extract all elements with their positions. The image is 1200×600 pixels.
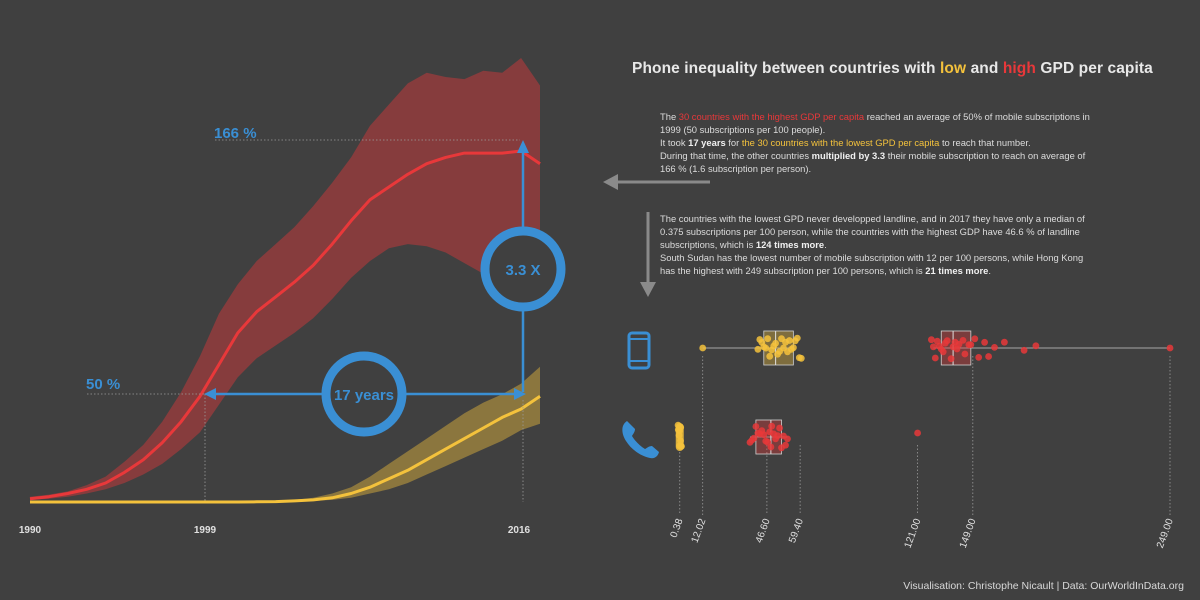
p2-bold: 21 times more xyxy=(925,265,989,276)
line-low xyxy=(30,395,541,504)
p2-bold: 124 times more xyxy=(755,239,825,250)
point-high-mobile xyxy=(928,336,935,344)
p2-text: The countries with the lowest GPD never … xyxy=(660,213,1085,250)
point-high-landline xyxy=(760,431,768,439)
point-low-mobile xyxy=(790,344,797,352)
years-arrow-left-head xyxy=(204,388,216,400)
point-low-mobile xyxy=(793,334,801,342)
point-high-mobile xyxy=(1001,338,1008,346)
point-low-mobile xyxy=(764,335,772,343)
grey-arrow-down-head xyxy=(640,282,656,297)
point-high-landline xyxy=(750,434,758,442)
point-high-mobile xyxy=(971,335,979,343)
label-50-percent: 50 % xyxy=(86,376,120,393)
title-prefix: Phone inequality between countries with xyxy=(632,60,941,77)
point-high-mobile xyxy=(985,353,992,360)
p1-text: to reach that number. xyxy=(939,137,1031,148)
point-high-mobile xyxy=(939,348,947,356)
x-tick-label-dotplot: 249.00 xyxy=(1155,517,1176,550)
p1-text: It took xyxy=(660,137,689,148)
point-low-mobile xyxy=(766,352,774,360)
point-high-landline xyxy=(784,435,791,443)
point-low-mobile xyxy=(797,354,805,362)
title-low: low xyxy=(940,60,967,77)
p2-text: . xyxy=(988,265,991,276)
point-low-landline xyxy=(677,424,685,431)
multiplier-circle xyxy=(480,226,566,312)
point-low-landline xyxy=(678,443,685,450)
title-middle: and xyxy=(966,60,1003,77)
point-low-mobile xyxy=(754,345,762,353)
p1-text: reached an average of 50% of mobile subs… xyxy=(660,111,1090,135)
point-high-landline xyxy=(776,424,783,432)
point-high-mobile xyxy=(981,338,988,346)
label-17-years: 17 years xyxy=(334,387,394,404)
label-166-percent: 166 % xyxy=(214,125,257,142)
p1-bold: multiplied by 3.3 xyxy=(811,150,886,161)
paragraph-mobile-gap: The 30 countries with the highest GDP pe… xyxy=(660,110,1100,175)
p1-text: their mobile subscription to reach on av… xyxy=(660,150,1086,174)
chart-title: Phone inequality between countries with … xyxy=(632,60,1153,78)
point-high-mobile xyxy=(991,344,998,351)
multiplier-arrow-head xyxy=(517,140,529,153)
mobile-phone-icon xyxy=(627,331,651,370)
x-tick-label-1990: 1990 xyxy=(19,525,42,536)
years-circle xyxy=(321,351,407,437)
p1-text: During that time, the other countries xyxy=(660,150,812,161)
x-tick-label-dotplot: 59.40 xyxy=(787,517,806,545)
point-high-landline xyxy=(767,443,775,451)
point-high-mobile xyxy=(1166,344,1174,352)
credit-line: Visualisation: Christophe Nicault | Data… xyxy=(903,580,1184,592)
p2-text: . xyxy=(824,239,827,250)
p2-text: South Sudan has the lowest number of mob… xyxy=(660,252,1084,276)
band-high xyxy=(30,58,540,500)
p1-text: The xyxy=(660,111,679,122)
x-tick-label-dotplot: 12.02 xyxy=(690,517,709,545)
point-high-mobile xyxy=(943,337,951,345)
x-tick-label-1999: 1999 xyxy=(194,525,217,536)
years-arrow-right-head xyxy=(514,388,526,400)
x-tick-label-2016: 2016 xyxy=(508,525,531,536)
point-high-mobile xyxy=(959,337,967,344)
point-high-mobile xyxy=(931,354,939,362)
label-3-3x: 3.3 X xyxy=(505,262,540,279)
point-low-mobile xyxy=(699,344,707,352)
point-high-landline xyxy=(782,441,789,449)
p1-bold: 17 years xyxy=(688,137,726,148)
point-high-mobile xyxy=(967,341,975,349)
p1-text: for xyxy=(725,137,742,148)
point-high-mobile xyxy=(1020,346,1028,354)
p1-highlight-high: 30 countries with the highest GDP per ca… xyxy=(678,111,865,122)
p1-highlight-low: the 30 countries with the lowest GPD per… xyxy=(741,137,940,148)
title-suffix: GPD per capita xyxy=(1035,60,1153,77)
point-high-mobile xyxy=(947,355,955,363)
line-high xyxy=(29,149,541,501)
point-high-mobile xyxy=(975,354,983,361)
paragraph-landline-gap: The countries with the lowest GPD never … xyxy=(660,212,1100,277)
point-low-mobile xyxy=(762,344,770,352)
point-high-landline xyxy=(764,438,772,446)
x-tick-label-dotplot: 149.00 xyxy=(958,517,979,550)
point-high-landline xyxy=(774,432,781,440)
point-high-landline xyxy=(752,423,760,430)
title-high: high xyxy=(1002,60,1036,77)
point-low-mobile xyxy=(786,337,793,344)
point-high-mobile xyxy=(930,343,937,351)
x-tick-label-dotplot: 46.60 xyxy=(754,517,773,545)
x-tick-label-dotplot: 0.38 xyxy=(669,517,686,539)
point-low-mobile xyxy=(772,339,779,347)
point-high-mobile xyxy=(1032,342,1040,350)
x-tick-label-dotplot: 121.00 xyxy=(903,517,924,550)
point-high-mobile xyxy=(961,350,969,358)
telephone-handset-icon xyxy=(622,421,659,459)
point-high-landline xyxy=(768,422,776,430)
grey-arrow-left-head xyxy=(603,174,618,190)
point-high-landline xyxy=(914,429,921,437)
